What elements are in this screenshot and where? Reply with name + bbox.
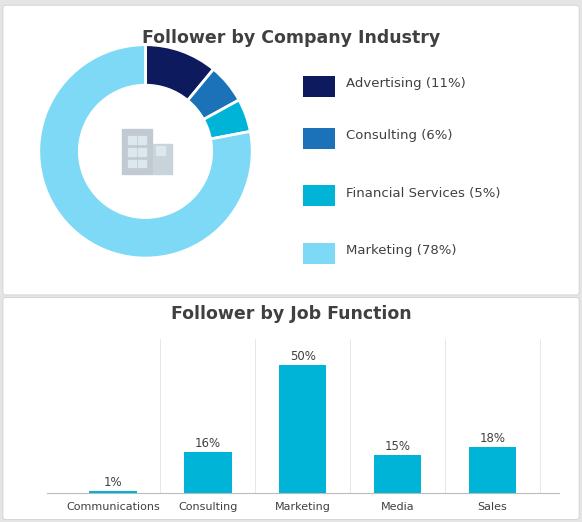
Bar: [374, 455, 421, 493]
Bar: [184, 452, 232, 493]
Bar: [122, 129, 152, 174]
Bar: [138, 160, 146, 168]
Bar: [156, 146, 165, 155]
Text: Marketing (78%): Marketing (78%): [346, 244, 457, 257]
Circle shape: [79, 85, 212, 218]
Bar: [279, 365, 327, 493]
Wedge shape: [146, 45, 214, 100]
Bar: [89, 491, 137, 493]
Bar: [129, 136, 136, 144]
Bar: [153, 144, 172, 174]
Bar: [138, 136, 146, 144]
Text: 16%: 16%: [195, 437, 221, 450]
Text: 50%: 50%: [290, 350, 315, 363]
Bar: [469, 447, 516, 493]
Text: 1%: 1%: [104, 476, 122, 489]
Wedge shape: [204, 100, 250, 139]
Text: Follower by Job Function: Follower by Job Function: [171, 305, 411, 323]
Text: Advertising (11%): Advertising (11%): [346, 77, 466, 90]
Text: Financial Services (5%): Financial Services (5%): [346, 187, 501, 199]
Text: 18%: 18%: [480, 432, 505, 445]
Bar: [138, 148, 146, 156]
Wedge shape: [187, 69, 239, 120]
Text: Consulting (6%): Consulting (6%): [346, 129, 453, 142]
Text: 15%: 15%: [385, 440, 410, 453]
Wedge shape: [39, 45, 252, 258]
Bar: [129, 148, 136, 156]
Bar: [129, 160, 136, 168]
Text: Follower by Company Industry: Follower by Company Industry: [142, 29, 440, 46]
